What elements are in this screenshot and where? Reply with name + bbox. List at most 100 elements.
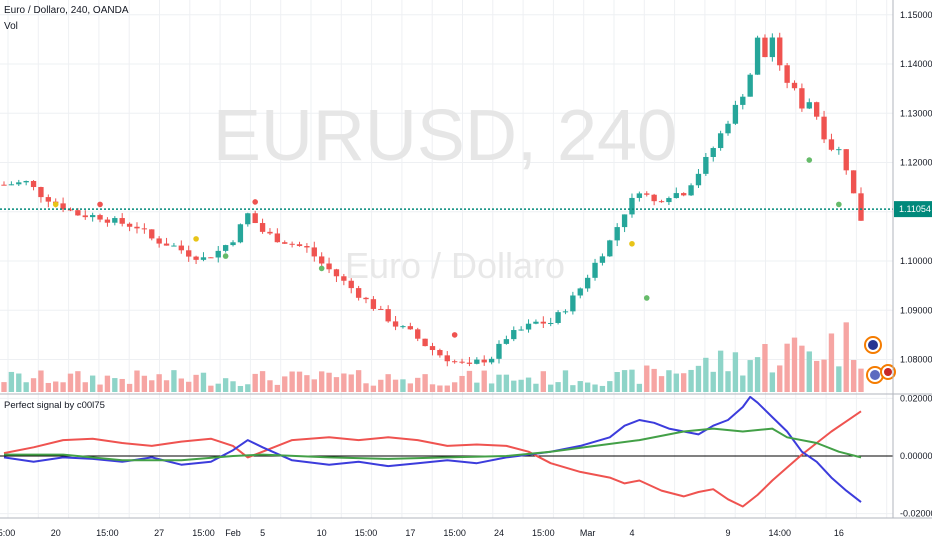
candle-body <box>193 256 199 260</box>
volume-bar <box>725 371 731 392</box>
candle-body <box>38 187 44 198</box>
signal-dot <box>806 157 813 163</box>
signal-dot <box>629 240 635 247</box>
candle-body <box>311 247 317 257</box>
volume-bar <box>119 378 125 392</box>
candle-body <box>82 215 88 218</box>
candle-body <box>274 233 281 243</box>
candle-body <box>245 213 251 225</box>
volume-bar <box>8 371 15 392</box>
candle-body <box>814 102 820 117</box>
volume-bar <box>784 343 790 392</box>
volume-bar <box>444 385 450 392</box>
candle-body <box>629 197 635 215</box>
volume-bar <box>806 351 812 392</box>
volume-bar <box>821 359 827 392</box>
watermark-symbol: EURUSD, 240 <box>213 96 677 176</box>
candle-body <box>429 346 436 351</box>
volume-bar <box>252 373 258 392</box>
candle-body <box>651 194 657 202</box>
volume-bar <box>836 366 842 392</box>
volume-bar <box>67 373 74 392</box>
candle-body <box>799 88 805 109</box>
candle-body <box>370 299 377 309</box>
volume-bar <box>777 365 783 392</box>
candle-body <box>333 269 340 277</box>
volume-bar <box>791 337 798 392</box>
volume-bar <box>858 368 864 392</box>
volume-bar <box>437 385 443 392</box>
volume-bar <box>222 378 229 392</box>
candle-body <box>267 231 273 234</box>
volume-label: Vol <box>4 21 18 32</box>
volume-bar <box>1 382 7 392</box>
volume-bar <box>451 382 458 392</box>
volume-bar <box>89 375 96 392</box>
candle-body <box>200 257 207 260</box>
volume-bar <box>215 383 221 392</box>
volume-bar <box>481 370 487 392</box>
candle-body <box>644 193 650 195</box>
candle-body <box>688 185 694 196</box>
time-tick-label: 16 <box>834 528 844 538</box>
candle-body <box>762 37 768 58</box>
indicator-series-line <box>4 427 862 462</box>
candle-body <box>112 218 118 223</box>
volume-bar <box>688 369 694 392</box>
candle-body <box>710 148 716 157</box>
indicator-title: Perfect signal by c00l75 <box>4 400 105 411</box>
volume-bar <box>629 369 635 392</box>
signal-dot <box>252 199 258 205</box>
time-tick-label: 15:00 <box>96 528 119 538</box>
volume-bar <box>237 385 244 392</box>
candle-body <box>186 250 192 257</box>
candle-body <box>104 219 111 223</box>
price-axis[interactable]: 1.150001.140001.130001.120001.110001.100… <box>900 10 932 365</box>
candle-body <box>740 96 746 105</box>
candle-body <box>319 256 325 264</box>
volume-bar <box>607 381 613 392</box>
candle-body <box>548 322 554 324</box>
time-tick-label: Mar <box>580 528 596 538</box>
time-tick-label: 10 <box>317 528 327 538</box>
candle-body <box>230 242 236 246</box>
volume-bar <box>614 372 620 392</box>
event-icons[interactable] <box>864 336 896 384</box>
volume-bar <box>732 352 739 392</box>
volume-bar <box>385 374 391 392</box>
volume-bar <box>319 371 325 392</box>
time-axis[interactable]: 15:00 20 15:00 27 15:00 Feb 5 10 15:00 17 15:00 24 1… <box>0 528 844 538</box>
volume-bar <box>592 384 598 392</box>
candle-body <box>503 339 510 344</box>
candle-body <box>777 37 783 66</box>
candle-body <box>119 218 125 224</box>
candle-body <box>97 215 103 220</box>
volume-bar <box>378 379 384 392</box>
candle-body <box>415 329 421 339</box>
time-tick-label: 17 <box>405 528 415 538</box>
candle-body <box>126 223 133 227</box>
volume-bar <box>23 382 29 392</box>
volume-bar <box>717 350 724 392</box>
candle-body <box>437 350 443 356</box>
indicator-axis[interactable]: 0.02000 0.00000 -0.02000 <box>900 393 932 518</box>
time-tick-label: 9 <box>726 528 731 538</box>
volume-bar <box>149 380 155 392</box>
candle-body <box>784 65 790 83</box>
candle-body <box>570 295 576 312</box>
candle-body <box>836 149 842 151</box>
time-tick-label: 27 <box>154 528 164 538</box>
candle-body <box>16 182 22 185</box>
volume-bar <box>540 371 546 392</box>
volume-bar <box>156 374 162 392</box>
candle-body <box>695 173 702 186</box>
volume-bar <box>134 370 140 392</box>
volume-bar <box>644 365 650 392</box>
volume-bar <box>82 382 88 392</box>
volume-bar <box>163 380 170 392</box>
event-icon-1-core <box>868 340 878 350</box>
volume-bars <box>1 322 864 392</box>
time-tick-label: 20 <box>51 528 61 538</box>
candle-body <box>459 361 465 363</box>
